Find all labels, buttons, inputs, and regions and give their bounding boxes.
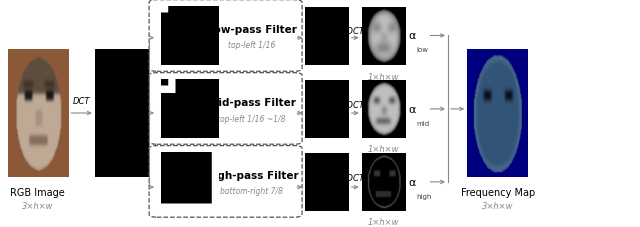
Text: RGB Image: RGB Image: [10, 187, 65, 197]
Text: 1×h×w: 1×h×w: [367, 145, 399, 154]
Text: 1×h×w: 1×h×w: [367, 217, 399, 226]
Text: high: high: [417, 193, 432, 199]
Text: DCT: DCT: [73, 97, 91, 106]
Text: Low-pass Filter: Low-pass Filter: [207, 25, 296, 35]
Text: mid: mid: [417, 120, 430, 126]
Text: Frequency Map: Frequency Map: [461, 187, 535, 197]
Text: 3×h×w: 3×h×w: [482, 201, 514, 210]
Text: 3×h×w: 3×h×w: [22, 201, 54, 210]
Text: High-pass Filter: High-pass Filter: [205, 170, 298, 180]
Text: 1×h×w: 1×h×w: [367, 72, 399, 81]
Text: bottom-right 7/8: bottom-right 7/8: [220, 187, 283, 196]
Text: Mid-pass Filter: Mid-pass Filter: [207, 98, 296, 108]
Text: top-left 1/16 ~1/8: top-left 1/16 ~1/8: [217, 114, 286, 123]
Text: IDCT: IDCT: [345, 101, 365, 109]
Text: IDCT: IDCT: [345, 173, 365, 182]
Text: low: low: [417, 47, 429, 53]
Text: IDCT: IDCT: [345, 27, 365, 36]
Text: top-left 1/16: top-left 1/16: [228, 41, 275, 50]
Text: α: α: [408, 177, 416, 187]
Text: α: α: [408, 104, 416, 114]
Text: α: α: [408, 31, 416, 41]
